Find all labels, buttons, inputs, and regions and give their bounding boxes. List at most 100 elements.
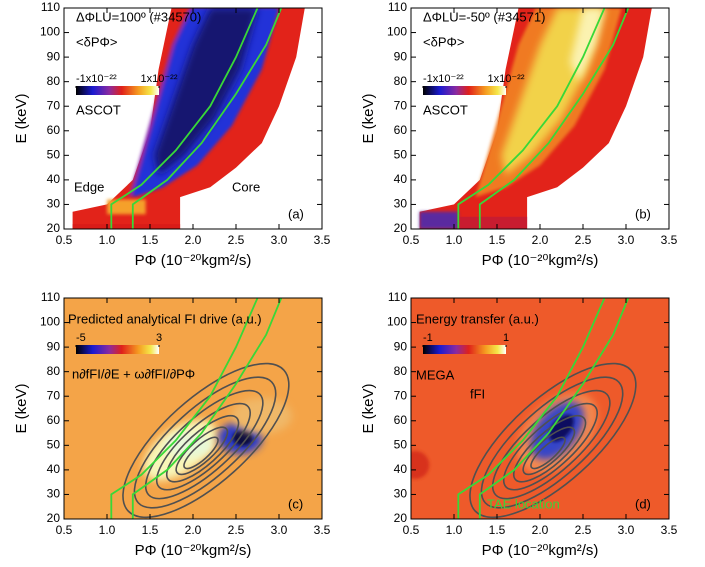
annotation: MEGA (416, 367, 455, 382)
x-tick-label: 3.5 (314, 233, 331, 247)
y-tick-label: 40 (394, 462, 408, 476)
colorbar (423, 86, 506, 95)
annotation: <δPΦ> (423, 34, 464, 49)
y-tick-label: 60 (394, 123, 408, 137)
y-tick-label: 50 (47, 148, 61, 162)
annotation: ASCOT (423, 102, 468, 117)
annotation: ΔΦLU=-50º (#34571) (423, 9, 545, 24)
field-region (107, 199, 146, 215)
contour (133, 376, 277, 509)
x-tick-label: 2.5 (228, 523, 245, 537)
tae-line (457, 8, 606, 229)
contour (144, 389, 264, 500)
colorbar-label: -5 (76, 332, 86, 344)
field-region (419, 211, 459, 229)
y-tick-label: 20 (47, 511, 61, 525)
tae-line (110, 8, 259, 229)
heatmap-field (64, 298, 322, 519)
tae-line (110, 298, 259, 519)
x-axis-label: PΦ (10⁻²⁰kgm²/s) (482, 252, 599, 269)
annotation: (d) (635, 496, 651, 511)
y-axis-label: E (keV) (360, 93, 377, 143)
y-tick-label: 90 (394, 49, 408, 63)
field-blob (232, 429, 253, 446)
y-tick-label: 80 (394, 74, 408, 88)
y-tick-label: 90 (394, 339, 408, 353)
x-tick-label: 0.5 (56, 233, 73, 247)
y-tick-label: 80 (394, 364, 408, 378)
x-tick-label: 2.5 (575, 523, 592, 537)
y-axis-label: E (keV) (13, 383, 30, 433)
y-tick-label: 60 (47, 123, 61, 137)
x-tick-label: 3.0 (618, 233, 635, 247)
x-tick-label: 1.5 (489, 523, 506, 537)
colorbar-label: 3 (156, 332, 162, 344)
colorbar-label: -1 (423, 332, 433, 344)
x-tick-label: 2.0 (532, 233, 549, 247)
contour (530, 436, 566, 470)
x-tick-label: 1.0 (99, 523, 116, 537)
x-tick-label: 3.0 (271, 233, 288, 247)
annotation: Predicted analytical FI drive (a.u.) (68, 311, 262, 326)
x-tick-label: 3.0 (271, 523, 288, 537)
panel: 0.5 1.0 1.5 2.0 2.5 3.0 3.5 20 30 40 50 60 70 80 90 100… (360, 0, 678, 269)
tae-line (478, 298, 630, 519)
panel: 0.5 1.0 1.5 2.0 2.5 3.0 3.5 20 30 40 50 60 70 80 90 100… (13, 0, 331, 269)
y-tick-label: 100 (387, 25, 407, 39)
colorbar-label: -1x10⁻²² (76, 73, 117, 85)
x-tick-label: 2.0 (532, 523, 549, 537)
y-tick-label: 30 (47, 487, 61, 501)
y-tick-label: 20 (394, 221, 408, 235)
x-tick-label: 2.0 (185, 523, 202, 537)
annotation: Core (232, 179, 260, 194)
annotation: fFI (470, 386, 485, 401)
x-axis-label: PΦ (10⁻²⁰kgm²/s) (135, 542, 252, 559)
annotation: TAE location (487, 496, 560, 511)
x-tick-label: 1.0 (99, 233, 116, 247)
contour (513, 414, 587, 483)
heatmap-field (411, 298, 669, 519)
x-tick-label: 2.0 (185, 233, 202, 247)
y-tick-label: 100 (40, 25, 60, 39)
y-tick-label: 40 (394, 172, 408, 186)
y-tick-label: 90 (47, 49, 61, 63)
field-region (72, 224, 181, 229)
annotation: ASCOT (76, 102, 121, 117)
x-tick-label: 1.5 (142, 233, 159, 247)
y-tick-label: 50 (47, 438, 61, 452)
x-tick-label: 1.5 (142, 523, 159, 537)
y-tick-label: 110 (41, 0, 60, 14)
contour (522, 426, 576, 476)
y-tick-label: 40 (47, 172, 61, 186)
contour (502, 402, 598, 491)
y-tick-label: 80 (47, 364, 61, 378)
tae-line (131, 298, 283, 519)
y-tick-label: 50 (394, 148, 408, 162)
y-tick-label: 110 (388, 0, 407, 14)
y-tick-label: 40 (47, 462, 61, 476)
colorbar-label: 1 (503, 332, 509, 344)
y-tick-label: 110 (388, 290, 407, 304)
field-region (458, 216, 528, 229)
contour (122, 362, 290, 519)
annotation: n∂fFI/∂E + ω∂fFI/∂PΦ (72, 366, 195, 381)
annotation: (a) (288, 206, 304, 221)
x-tick-label: 3.5 (661, 233, 678, 247)
contour (183, 436, 219, 470)
annotation: (b) (635, 206, 651, 221)
tae-line (457, 298, 606, 519)
annotation: (c) (288, 496, 303, 511)
colorbar (76, 345, 159, 354)
x-tick-label: 3.0 (618, 523, 635, 537)
contour (175, 426, 229, 476)
x-tick-label: 0.5 (56, 523, 73, 537)
x-tick-label: 1.5 (489, 233, 506, 247)
y-tick-label: 70 (47, 388, 61, 402)
panel: 0.5 1.0 1.5 2.0 2.5 3.0 3.5 20 30 40 50 60 70 80 90 100… (13, 290, 331, 559)
y-tick-label: 60 (47, 413, 61, 427)
annotation: ΔΦLU=100º (#34570) (76, 9, 201, 24)
y-axis-label: E (keV) (360, 383, 377, 433)
x-tick-label: 1.0 (446, 233, 463, 247)
y-tick-label: 70 (394, 98, 408, 112)
